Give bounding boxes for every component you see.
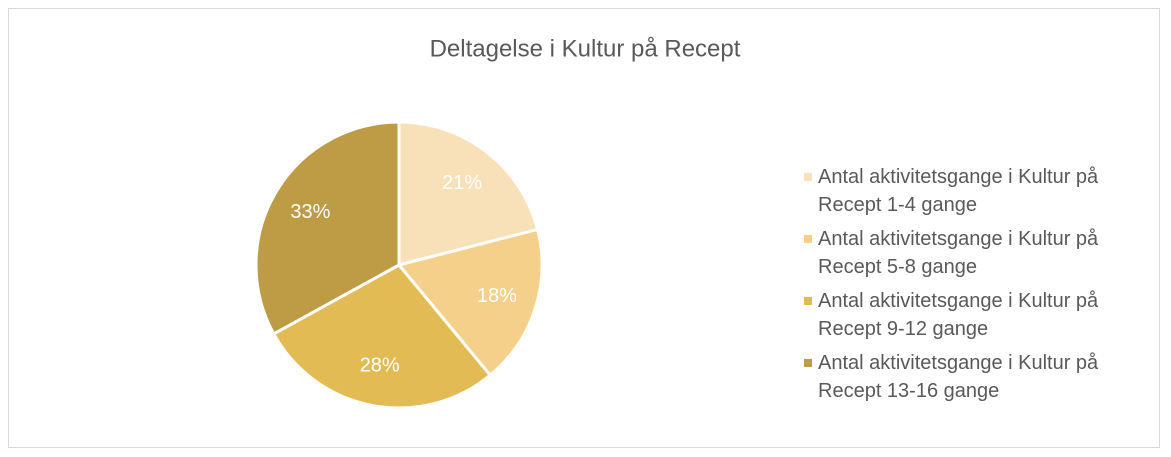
legend-label: Antal aktivitetsgange i Kultur på Recept… [818, 352, 1099, 402]
pie-slice [271, 263, 493, 410]
legend-label: Antal aktivitetsgange i Kultur på Recept… [818, 166, 1099, 216]
legend-swatch [804, 359, 812, 367]
data-label: 21% [442, 172, 482, 194]
legend-label: Antal aktivitetsgange i Kultur på Recept… [818, 290, 1099, 340]
legend-item: Antal aktivitetsgange i Kultur på Recept… [804, 287, 1156, 343]
pie-slice [397, 120, 540, 267]
chart-title: Deltagelse i Kultur på Recept [430, 35, 741, 62]
legend-item: Antal aktivitetsgange i Kultur på Recept… [804, 225, 1156, 281]
legend-swatch [804, 235, 812, 243]
pie-slice [396, 227, 544, 378]
legend: Antal aktivitetsgange i Kultur på Recept… [804, 163, 1156, 411]
pie-slice [254, 120, 401, 336]
chart-frame [8, 8, 1160, 448]
data-label: 18% [477, 285, 517, 307]
legend-swatch [804, 173, 812, 181]
data-label: 33% [290, 201, 330, 223]
legend-label: Antal aktivitetsgange i Kultur på Recept… [818, 228, 1099, 278]
legend-item: Antal aktivitetsgange i Kultur på Recept… [804, 349, 1156, 405]
data-label: 28% [360, 354, 400, 376]
legend-swatch [804, 297, 812, 305]
legend-item: Antal aktivitetsgange i Kultur på Recept… [804, 163, 1156, 219]
